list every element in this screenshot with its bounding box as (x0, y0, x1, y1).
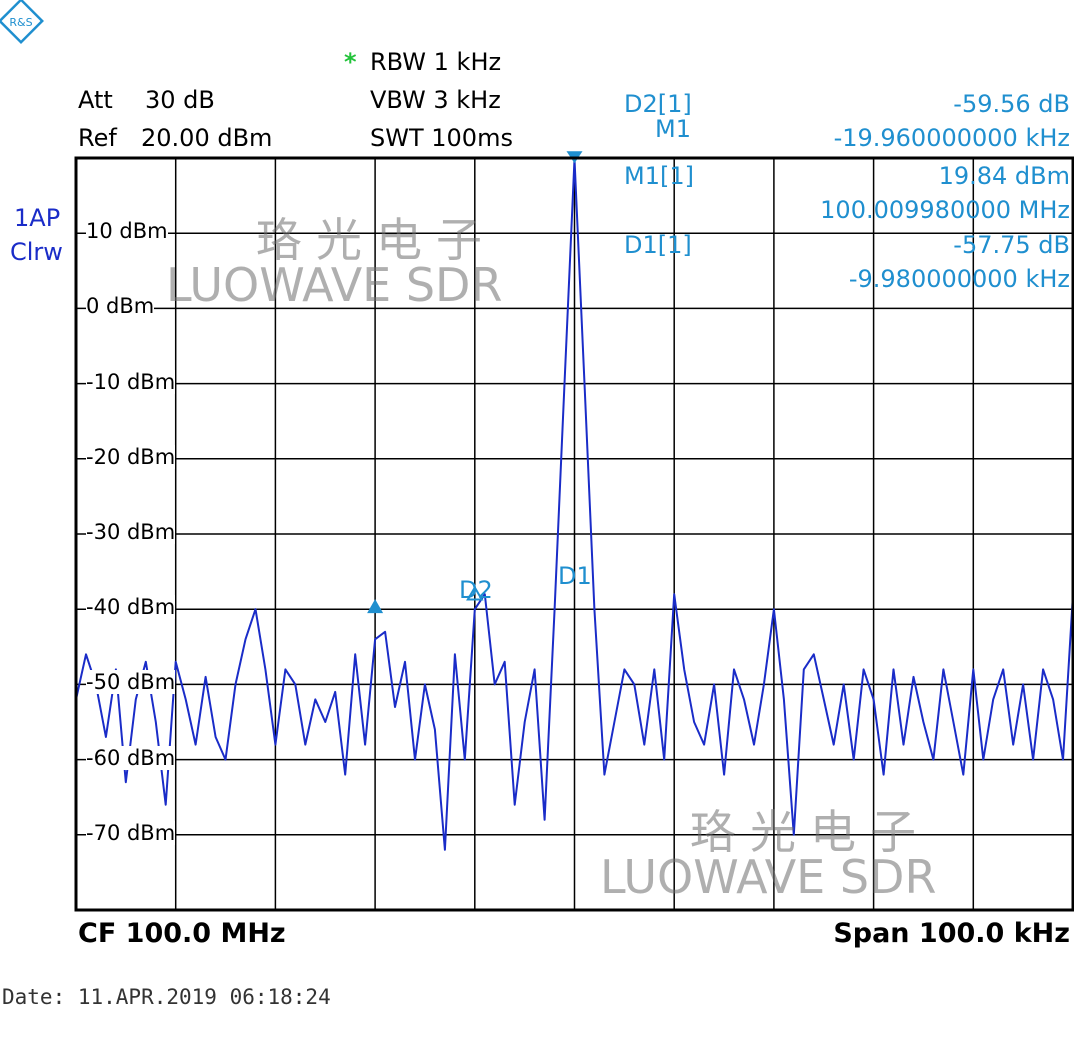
ref-value: 20.00 dBm (141, 124, 273, 152)
swt-setting: SWT 100ms (370, 124, 513, 152)
d1-tag: D1 (558, 562, 592, 590)
y-tick-label: -30 dBm (86, 520, 176, 544)
vbw-setting: VBW 3 kHz (370, 86, 501, 114)
rbw-setting: RBW 1 kHz (370, 48, 502, 76)
watermark-en-1: LUOWAVE SDR (166, 258, 503, 312)
y-tick-label: -70 dBm (86, 820, 176, 845)
y-tick-label: -20 dBm (86, 444, 176, 469)
d1-readout-level: -57.75 dB (953, 231, 1070, 259)
trace-mode-1: 1AP (14, 204, 61, 232)
d2-tag: D2 (459, 576, 493, 604)
att-value: 30 dB (145, 86, 215, 114)
logo-text: R&S (9, 16, 32, 29)
rbw-star: * (344, 48, 357, 76)
y-tick-label: 10 dBm (86, 219, 168, 244)
y-tick-label: 0 dBm (86, 294, 155, 319)
trace-mode-2: Clrw (10, 238, 63, 266)
att-label: Att (78, 86, 113, 114)
d1-readout-label: D1[1] (624, 231, 692, 259)
watermark-en-2: LUOWAVE SDR (600, 850, 937, 904)
rs-logo: R&S (0, 0, 44, 44)
d2-readout-label: D2[1] (624, 90, 692, 118)
span: Span 100.0 kHz (833, 918, 1070, 949)
plot-frame (74, 156, 1074, 912)
d2-readout-level: -59.56 dB (953, 90, 1070, 118)
d1-readout-freq: -9.980000000 kHz (848, 265, 1070, 293)
m1-readout-label: M1[1] (624, 162, 694, 190)
watermark-cn-2: 珞光电子 (690, 805, 930, 859)
marker-d1-symbol (466, 585, 484, 601)
y-tick-label: -10 dBm (86, 369, 176, 394)
d2-readout-freq: -19.960000000 kHz (833, 124, 1070, 152)
watermark-cn-1: 珞光电子 (256, 213, 496, 267)
m1-tag: M1 (655, 115, 691, 143)
y-tick-label: -60 dBm (86, 745, 176, 770)
m1-readout-level: 19.84 dBm (938, 162, 1070, 190)
y-tick-label: -40 dBm (86, 595, 176, 620)
timestamp: Date: 11.APR.2019 06:18:24 (2, 985, 331, 1009)
marker-d2-symbol (367, 599, 384, 614)
m1-readout-freq: 100.009980000 MHz (820, 196, 1070, 224)
center-frequency: CF 100.0 MHz (78, 918, 286, 949)
y-tick-label: -50 dBm (86, 670, 176, 695)
ref-label: Ref (78, 124, 117, 152)
